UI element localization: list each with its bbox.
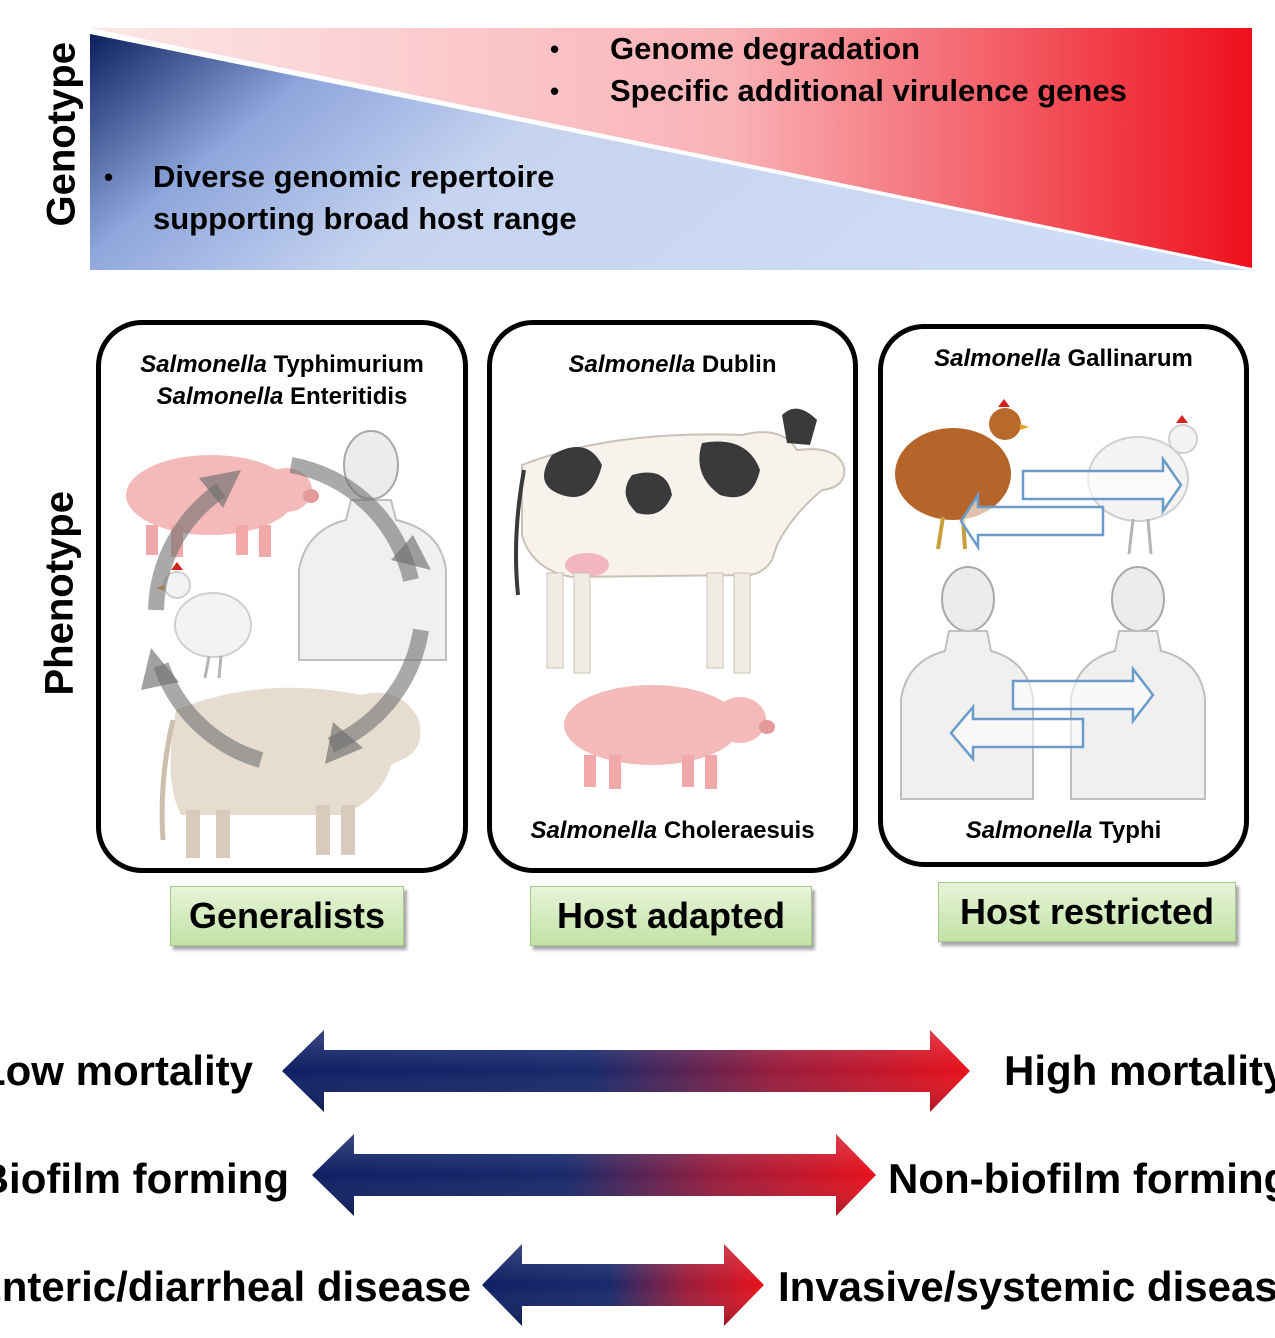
panel-generalists: Salmonella Typhimurium Salmonella Enteri…: [96, 320, 468, 873]
genotype-gradient-graphic: [90, 28, 1252, 270]
pig-icon: [564, 685, 775, 789]
blue-bullet-line-2: supporting broad host range: [153, 201, 577, 236]
brown-hen-icon: [895, 399, 1029, 550]
badge-host-adapted: Host adapted: [530, 886, 812, 946]
blue-bullet-marker: •: [104, 162, 114, 192]
red-wedge: [90, 28, 1252, 268]
double-arrow-mortality: [282, 1030, 970, 1112]
red-bullet-1: Genome degradation: [610, 31, 921, 66]
trait-left-disease: Enteric/diarrheal disease: [0, 1263, 471, 1310]
trait-left-biofilm: Biofilm forming: [0, 1155, 289, 1202]
transmission-arrowheads: [141, 470, 431, 764]
host-restricted-illustration: [895, 399, 1206, 800]
double-arrow-biofilm: [312, 1134, 876, 1216]
species-enteritidis: Salmonella Enteritidis: [156, 383, 408, 410]
panel-host-adapted: Salmonella Dublin Salmonella: [487, 320, 858, 873]
trait-left-mortality: Low mortality: [0, 1047, 253, 1094]
genotype-axis-label: Genotype: [39, 42, 84, 227]
chicken-icon: [156, 562, 252, 679]
dairy-cow-icon: [514, 408, 846, 674]
red-bullet-2-marker: •: [550, 76, 560, 106]
phenotype-axis-label: Phenotype: [37, 491, 82, 696]
badge-generalists: Generalists: [170, 886, 404, 946]
trait-right-disease: Invasive/systemic disease: [778, 1263, 1275, 1310]
red-bullet-2: Specific additional virulence genes: [610, 73, 1127, 108]
host-adapted-illustration: [514, 408, 846, 789]
blue-wedge: [90, 34, 1248, 270]
panel-host-restricted: Salmonella Gallinarum: [878, 324, 1249, 867]
species-choleraesuis: Salmonella Choleraesuis: [530, 817, 815, 844]
species-gallinarum: Salmonella Gallinarum: [934, 345, 1193, 372]
double-arrow-disease: [482, 1244, 764, 1326]
blue-bullet-line-1: Diverse genomic repertoire: [153, 159, 555, 194]
trait-right-mortality: High mortality: [1004, 1047, 1275, 1094]
badge-host-restricted: Host restricted: [938, 882, 1236, 942]
chicken-transmission-arrows: [959, 454, 1183, 552]
species-typhi: Salmonella Typhi: [965, 817, 1162, 844]
human-transmission-arrows: [949, 665, 1155, 763]
generalist-hosts-illustration: [126, 430, 447, 858]
species-dublin: Salmonella Dublin: [568, 351, 777, 378]
cow-icon: [159, 687, 421, 858]
red-bullet-1-marker: •: [550, 34, 560, 64]
trait-right-biofilm: Non-biofilm forming: [888, 1155, 1275, 1202]
species-typhimurium: Salmonella Typhimurium: [140, 351, 424, 378]
